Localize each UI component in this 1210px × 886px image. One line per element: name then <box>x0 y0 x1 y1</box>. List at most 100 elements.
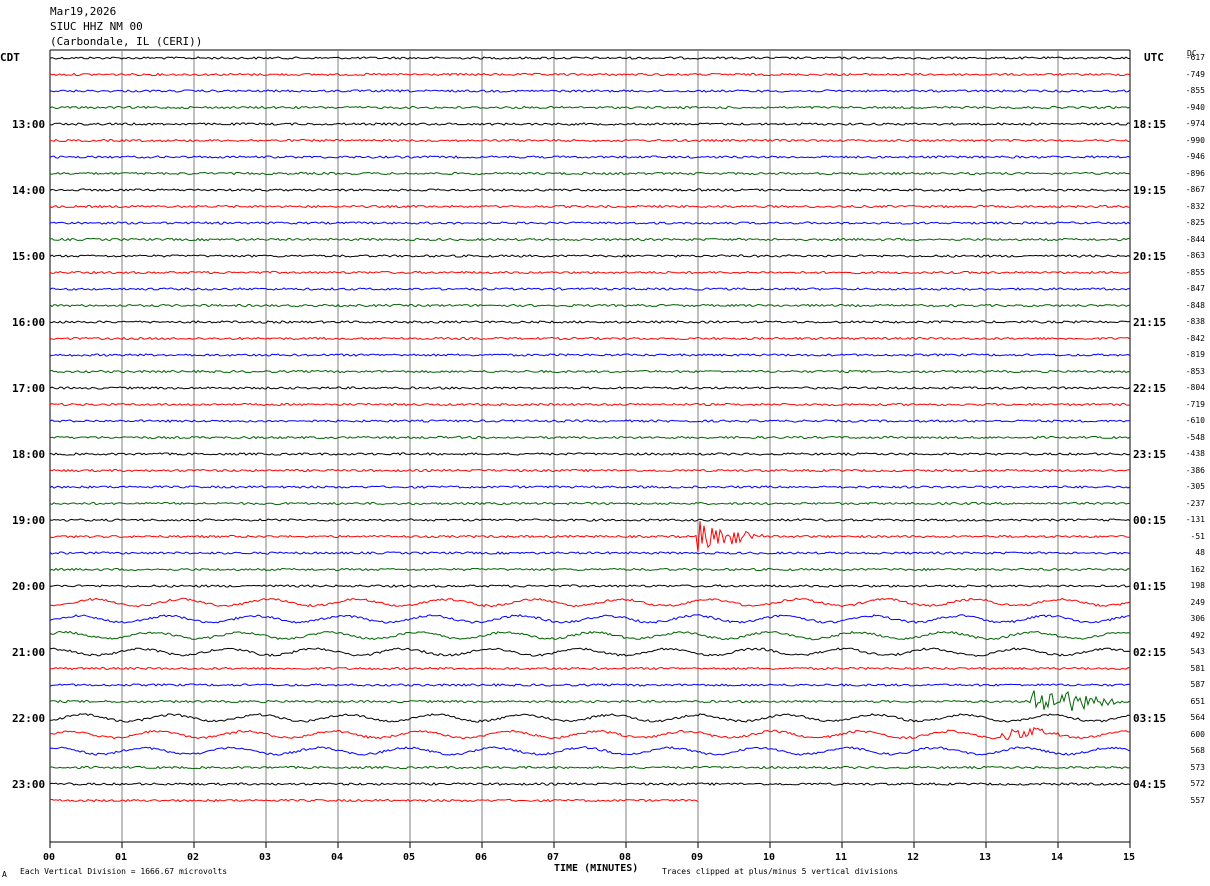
header-station: SIUC HHZ NM 00 <box>50 20 143 33</box>
seismic-trace-black <box>49 386 1131 390</box>
dc-offset-value: -610 <box>1185 416 1205 425</box>
seismic-trace-red <box>49 521 1130 553</box>
dc-offset-value: 573 <box>1190 762 1205 772</box>
left-hour-label: 15:00 <box>12 250 46 263</box>
header-location: (Carbondale, IL (CERI)) <box>50 35 203 48</box>
header-date: Mar19,2026 <box>50 5 117 18</box>
seismic-trace-green <box>49 630 1131 641</box>
right-timezone-label: UTC <box>1144 51 1164 64</box>
seismic-trace-green <box>49 237 1131 242</box>
seismic-trace-red <box>49 138 1131 143</box>
dc-offset-value: 306 <box>1190 614 1205 623</box>
seismic-trace-blue <box>49 551 1131 555</box>
seismic-trace-red <box>49 204 1130 209</box>
dc-offset-value: -131 <box>1185 515 1205 524</box>
left-hour-label: 18:00 <box>12 448 46 461</box>
x-tick-label: 11 <box>835 852 848 863</box>
dc-offset-value: 48 <box>1195 548 1205 557</box>
x-tick-label: 07 <box>547 852 560 863</box>
dc-offset-value: -847 <box>1185 284 1205 293</box>
left-hour-label: 23:00 <box>12 778 46 791</box>
dc-offset-value: -617 <box>1185 53 1205 62</box>
x-tick-label: 02 <box>187 852 200 863</box>
dc-offset-value: -719 <box>1185 399 1205 409</box>
right-hour-label: 02:15 <box>1133 646 1167 659</box>
seismic-trace-red <box>49 726 1131 740</box>
left-hour-label: 14:00 <box>12 184 46 197</box>
seismic-trace-blue <box>49 155 1131 159</box>
dc-offset-value: -974 <box>1185 119 1205 128</box>
dc-offset-value: -386 <box>1185 465 1205 475</box>
dc-offset-value: 198 <box>1190 581 1205 590</box>
x-tick-label: 10 <box>763 852 776 863</box>
dc-offset-value: -749 <box>1185 69 1205 79</box>
seismic-trace-black <box>49 782 1131 786</box>
seismic-trace-black <box>49 56 1131 60</box>
left-hour-label: 13:00 <box>12 118 46 131</box>
dc-offset-value: -237 <box>1185 498 1205 508</box>
seismic-trace-red <box>49 798 699 803</box>
right-hour-label: 20:15 <box>1133 250 1167 263</box>
seismic-trace-blue <box>49 683 1131 687</box>
seismic-trace-black <box>49 254 1131 258</box>
seismic-trace-green <box>49 105 1131 110</box>
dc-offset-value: 581 <box>1190 663 1205 673</box>
dc-offset-value: 600 <box>1190 729 1205 739</box>
seismic-trace-black <box>49 584 1131 588</box>
left-hour-label: 21:00 <box>12 646 46 659</box>
seismic-trace-blue <box>49 485 1131 489</box>
dc-offset-value: -855 <box>1185 267 1205 277</box>
seismic-trace-blue <box>49 89 1131 93</box>
x-tick-label: 06 <box>475 852 488 863</box>
clip-note: Traces clipped at plus/minus 5 vertical … <box>662 867 899 876</box>
dc-offset-value: -832 <box>1185 201 1205 211</box>
x-tick-label: 05 <box>403 852 416 863</box>
dc-offset-value: 587 <box>1190 680 1205 689</box>
dc-offset-value: -896 <box>1185 168 1205 178</box>
seismic-trace-black <box>49 188 1131 192</box>
corner-mark: A <box>2 870 7 879</box>
seismic-trace-black <box>49 320 1131 324</box>
seismic-trace-green <box>49 369 1131 374</box>
right-hour-label: 00:15 <box>1133 514 1167 527</box>
right-hour-label: 01:15 <box>1133 580 1167 593</box>
seismic-trace-black <box>49 122 1131 126</box>
dc-offset-value: 568 <box>1190 746 1205 755</box>
seismic-trace-red <box>49 72 1131 77</box>
right-hour-label: 04:15 <box>1133 778 1167 791</box>
dc-offset-value: 543 <box>1190 647 1205 656</box>
dc-offset-value: 249 <box>1190 597 1205 607</box>
dc-offset-value: -940 <box>1185 102 1205 112</box>
dc-offset-value: -844 <box>1185 234 1205 244</box>
dc-offset-value: -848 <box>1185 300 1205 310</box>
dc-offset-value: 564 <box>1190 713 1205 722</box>
right-hour-label: 03:15 <box>1133 712 1167 725</box>
right-hour-label: 21:15 <box>1133 316 1167 329</box>
x-tick-label: 04 <box>331 852 344 863</box>
seismic-trace-green <box>49 435 1131 440</box>
seismic-trace-blue <box>49 419 1131 423</box>
left-hour-label: 22:00 <box>12 712 46 725</box>
right-hour-label: 23:15 <box>1133 448 1167 461</box>
x-tick-label: 12 <box>907 852 920 863</box>
dc-offset-value: -51 <box>1190 531 1205 541</box>
dc-offset-value: -804 <box>1185 383 1205 392</box>
dc-offset-value: -838 <box>1185 317 1205 326</box>
x-tick-label: 03 <box>259 852 272 863</box>
dc-offset-value: 492 <box>1190 630 1205 640</box>
right-hour-label: 18:15 <box>1133 118 1167 131</box>
dc-offset-value: -548 <box>1185 432 1205 442</box>
seismic-trace-green <box>49 171 1131 176</box>
x-axis-title: TIME (MINUTES) <box>554 863 639 874</box>
dc-offset-value: -867 <box>1185 185 1205 194</box>
seismic-trace-green <box>49 567 1131 572</box>
left-hour-label: 19:00 <box>12 514 46 527</box>
seismic-trace-black <box>49 452 1131 456</box>
x-tick-label: 09 <box>691 852 704 863</box>
seismic-trace-blue <box>49 353 1131 357</box>
dc-offset-value: -990 <box>1185 135 1205 145</box>
dc-offset-value: -305 <box>1185 482 1205 491</box>
left-hour-label: 20:00 <box>12 580 46 593</box>
x-tick-label: 15 <box>1123 852 1136 863</box>
